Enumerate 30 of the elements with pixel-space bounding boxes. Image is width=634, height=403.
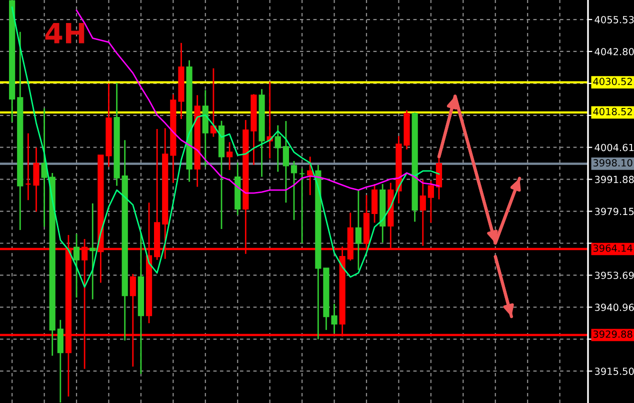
y-tick-label: 3940.96 (594, 304, 634, 312)
y-tick-label: 4042.80 (594, 48, 634, 56)
candlestick (73, 233, 80, 298)
candlestick (290, 160, 298, 221)
candlestick (274, 124, 281, 172)
ref-line-label: 3964.14 (593, 244, 632, 252)
candlestick (25, 132, 32, 201)
candlestick (420, 179, 426, 247)
candlestick (371, 183, 378, 224)
y-tick-label: 3953.69 (594, 272, 634, 280)
candlestick (299, 168, 306, 244)
ref-line-label: 3929.88 (593, 330, 632, 338)
candlestick (33, 146, 40, 212)
y-tick-label: 3979.15 (594, 208, 634, 216)
candlestick (90, 202, 96, 300)
candlestick (428, 180, 434, 224)
candlestick (226, 141, 233, 171)
ref-line-label: 4030.52 (593, 78, 632, 86)
candlestick (307, 156, 314, 196)
candlestick (41, 108, 48, 228)
candlestick (355, 189, 362, 271)
y-tick-label: 4055.53 (594, 16, 634, 24)
y-tick-label: 3991.88 (594, 176, 634, 184)
y-tick-label: 4004.61 (594, 144, 634, 152)
text: 4H (45, 23, 84, 44)
ref-line-label: 4018.52 (593, 108, 632, 116)
ref-line-label: 3998.10 (593, 159, 632, 167)
candlestick (282, 120, 289, 204)
candlestick (57, 319, 64, 403)
y-tick-label: 3915.50 (594, 368, 634, 375)
